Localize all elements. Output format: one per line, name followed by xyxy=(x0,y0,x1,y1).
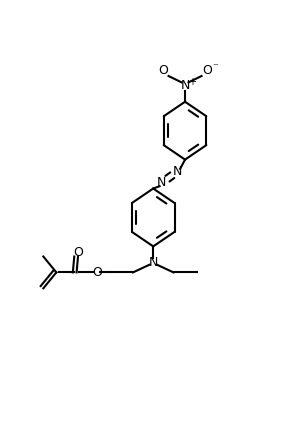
Text: N: N xyxy=(149,256,158,269)
Text: ⁻: ⁻ xyxy=(212,62,218,72)
Text: N: N xyxy=(157,176,167,189)
Text: O: O xyxy=(92,266,102,279)
Text: N: N xyxy=(180,79,190,92)
Text: O: O xyxy=(159,64,168,77)
Text: +: + xyxy=(188,77,196,87)
Text: N: N xyxy=(173,165,182,178)
Text: O: O xyxy=(202,64,212,77)
Text: O: O xyxy=(73,246,83,259)
